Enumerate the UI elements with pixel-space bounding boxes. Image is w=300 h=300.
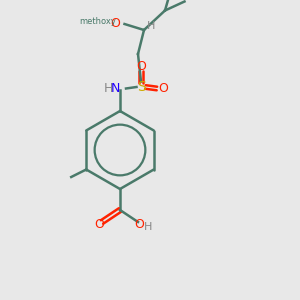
Text: H: H bbox=[144, 222, 152, 233]
Text: O: O bbox=[134, 218, 144, 232]
Text: S: S bbox=[136, 80, 146, 94]
Text: O: O bbox=[111, 17, 120, 30]
Text: methoxy: methoxy bbox=[79, 16, 116, 26]
Text: H: H bbox=[103, 82, 113, 95]
Text: O: O bbox=[158, 82, 168, 95]
Text: O: O bbox=[95, 218, 104, 231]
Text: H: H bbox=[147, 21, 156, 32]
Text: N: N bbox=[111, 82, 120, 95]
Text: O: O bbox=[136, 60, 146, 73]
